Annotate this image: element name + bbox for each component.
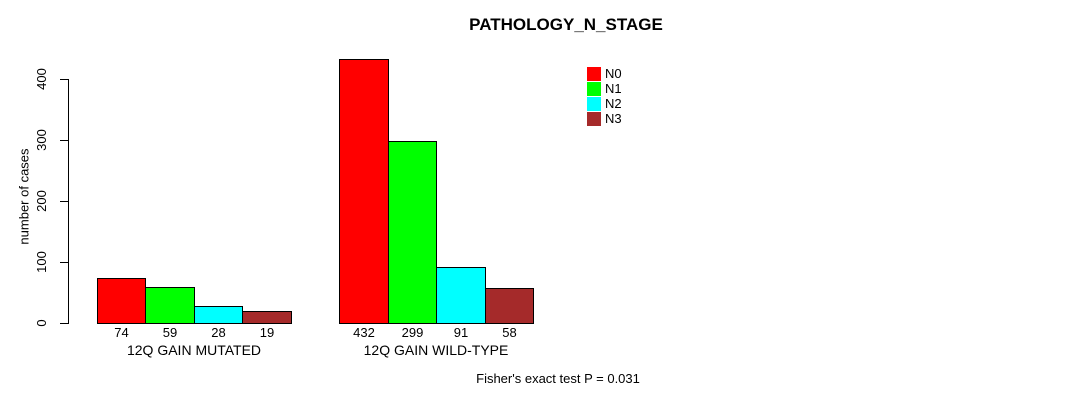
bar-N0 <box>97 278 146 324</box>
bar-N3 <box>485 288 534 324</box>
legend-swatch-N2 <box>587 97 601 111</box>
bar-value-label: 91 <box>453 325 469 340</box>
y-axis-line <box>68 79 69 324</box>
legend-label-N0: N0 <box>605 66 622 81</box>
bar-N1 <box>388 141 437 324</box>
bar-value-label: 432 <box>353 325 375 340</box>
y-axis-tick <box>60 201 68 202</box>
legend-swatch-N1 <box>587 82 601 96</box>
bar-N2 <box>436 267 486 324</box>
legend-label-N3: N3 <box>605 111 622 126</box>
bar-value-label: 59 <box>162 325 178 340</box>
y-axis-tick-label: 400 <box>34 68 49 90</box>
bar-N0 <box>339 59 389 324</box>
legend-swatch-N0 <box>587 67 601 81</box>
group-label: 12Q GAIN WILD-TYPE <box>363 342 509 358</box>
y-axis-tick <box>60 323 68 324</box>
chart-title: PATHOLOGY_N_STAGE <box>469 15 663 34</box>
legend-label-N2: N2 <box>605 96 622 111</box>
y-axis-tick-label: 100 <box>34 251 49 273</box>
bar-N1 <box>145 287 195 324</box>
legend-swatch-N3 <box>587 112 601 126</box>
y-axis-tick <box>60 140 68 141</box>
y-axis-tick-label: 300 <box>34 129 49 151</box>
bar-N2 <box>194 306 243 324</box>
y-axis-tick <box>60 79 68 80</box>
footnote-pvalue: Fisher's exact test P = 0.031 <box>476 371 640 386</box>
bar-value-label: 58 <box>502 325 517 340</box>
y-axis-tick <box>60 262 68 263</box>
y-axis-tick-label: 0 <box>34 319 49 327</box>
y-axis-label: number of cases <box>16 148 32 245</box>
y-axis-tick-label: 200 <box>34 190 49 212</box>
bar-value-label: 299 <box>401 325 424 340</box>
legend-label-N1: N1 <box>605 81 622 96</box>
bar-value-label: 74 <box>114 325 129 340</box>
group-label: 12Q GAIN MUTATED <box>126 342 262 358</box>
bar-N3 <box>242 311 292 324</box>
bar-value-label: 28 <box>211 325 226 340</box>
bar-value-label: 19 <box>259 325 275 340</box>
